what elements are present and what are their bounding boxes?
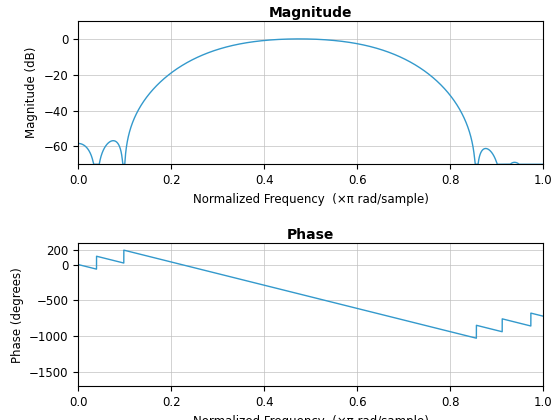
X-axis label: Normalized Frequency  (×π rad/sample): Normalized Frequency (×π rad/sample) [193, 193, 429, 205]
Title: Magnitude: Magnitude [269, 6, 353, 20]
X-axis label: Normalized Frequency  (×π rad/sample): Normalized Frequency (×π rad/sample) [193, 415, 429, 420]
Y-axis label: Phase (degrees): Phase (degrees) [11, 267, 24, 362]
Y-axis label: Magnitude (dB): Magnitude (dB) [25, 47, 39, 138]
Title: Phase: Phase [287, 228, 334, 242]
